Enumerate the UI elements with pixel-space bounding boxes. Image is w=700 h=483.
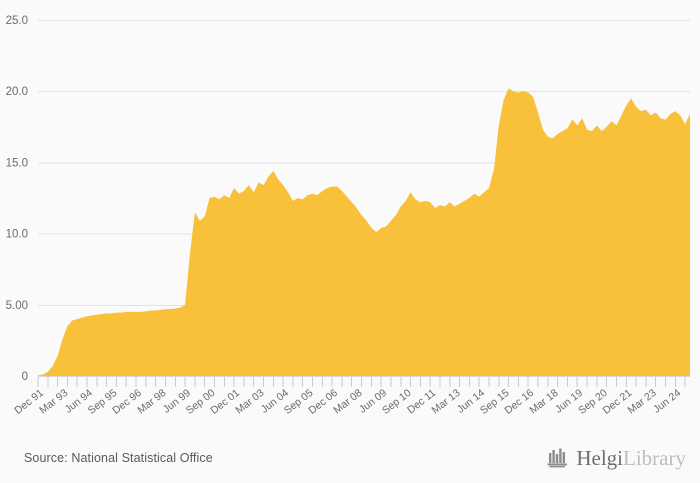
y-axis-tick-label: 25.0	[6, 15, 28, 27]
chart-footer: Source: National Statistical Office Helg…	[0, 437, 700, 483]
x-axis-tick-label: Jun 24	[651, 387, 683, 416]
x-axis-tickmarks	[37, 377, 686, 387]
brand-primary-text: Helgi	[576, 445, 624, 470]
brand-wordmark: HelgiLibrary	[576, 445, 686, 470]
y-axis-tick-label: 5.00	[6, 300, 28, 312]
x-axis-tick-label: Mar 08	[331, 387, 364, 417]
y-axis-tick-label: 15.0	[6, 157, 28, 169]
x-axis-tick-label: Mar 98	[135, 387, 168, 417]
series-area-path	[38, 88, 690, 376]
y-axis-tick-label: 0	[22, 371, 28, 383]
y-axis-tick-label: 20.0	[6, 86, 28, 98]
y-axis-tick-label: 10.0	[6, 229, 28, 241]
building-bar-chart-icon	[547, 448, 568, 468]
x-axis-tick-label: Mar 18	[527, 387, 560, 417]
x-axis-tick-label: Mar 03	[233, 387, 266, 417]
y-axis-tick-labels: 0 5.00 10.0 15.0 20.0 25.0	[6, 15, 28, 383]
x-axis-tick-label: Mar 23	[626, 387, 659, 417]
x-axis-tick-label: Mar 13	[429, 387, 462, 417]
brand-secondary-text: Library	[623, 445, 686, 470]
x-axis-tick-label: Mar 93	[37, 387, 70, 417]
source-label: Source: National Statistical Office	[24, 451, 213, 465]
helgi-library-logo[interactable]: HelgiLibrary	[546, 447, 686, 469]
